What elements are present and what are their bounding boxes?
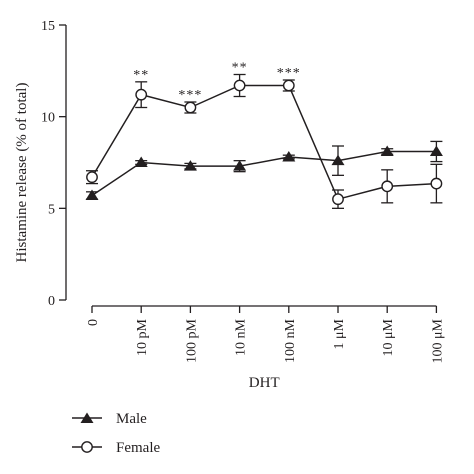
legend: Male Female xyxy=(72,411,160,456)
x-tick-label: 10 nM xyxy=(234,318,249,356)
x-axis-ticks: 0 10 pM 100 pM 10 nM 100 nM 1 μM 10 μM 100 μM xyxy=(86,306,445,363)
series-line-male xyxy=(91,150,437,197)
series-male xyxy=(85,140,443,200)
series-layer xyxy=(85,73,443,209)
y-tick-label: 15 xyxy=(41,19,55,34)
data-point-triangle xyxy=(331,154,345,166)
legend-label-male: Male xyxy=(116,411,147,427)
y-axis-ticks: 0 5 10 15 xyxy=(41,19,66,309)
legend-marker-triangle-icon xyxy=(80,412,94,423)
y-axis-label: Histamine release (% of total) xyxy=(14,83,30,263)
data-point-circle xyxy=(282,79,295,92)
data-point-circle xyxy=(381,180,394,193)
legend-item-female: Female xyxy=(72,440,160,456)
significance-label: ** xyxy=(232,61,248,76)
data-point-circle xyxy=(135,88,148,101)
significance-label: ** xyxy=(133,68,149,83)
x-tick-label: 1 μM xyxy=(332,318,347,349)
series-female xyxy=(86,73,443,209)
data-point-circle xyxy=(430,177,443,190)
data-point-triangle xyxy=(429,145,443,156)
x-tick-label: 100 pM xyxy=(184,318,199,363)
y-tick-label: 10 xyxy=(41,111,55,126)
x-axis-label: DHT xyxy=(249,375,280,391)
data-point-circle xyxy=(86,171,98,184)
x-tick-label: 10 pM xyxy=(135,318,150,356)
significance-label: *** xyxy=(277,66,301,81)
x-tick-label: 0 xyxy=(86,319,101,326)
data-point-triangle xyxy=(233,160,247,171)
axes xyxy=(65,25,437,307)
data-point-circle xyxy=(184,101,197,114)
legend-marker-circle-icon xyxy=(81,441,93,453)
y-tick-label: 5 xyxy=(48,202,55,217)
data-point-triangle xyxy=(85,189,99,200)
data-point-triangle xyxy=(134,156,148,167)
data-point-triangle xyxy=(183,160,197,171)
x-tick-label: 10 μM xyxy=(381,318,396,356)
data-point-circle xyxy=(332,193,344,206)
significance-layer: ******* *** xyxy=(133,61,301,104)
x-tick-label: 100 μM xyxy=(430,318,445,363)
legend-item-male: Male xyxy=(72,411,147,427)
significance-label: *** xyxy=(178,88,202,103)
series-line-female xyxy=(91,84,437,201)
data-point-triangle xyxy=(380,145,394,156)
data-point-triangle xyxy=(282,151,296,162)
data-point-circle xyxy=(233,79,246,92)
x-tick-label: 100 nM xyxy=(283,318,298,363)
legend-label-female: Female xyxy=(116,440,160,456)
y-tick-label: 0 xyxy=(48,294,55,309)
